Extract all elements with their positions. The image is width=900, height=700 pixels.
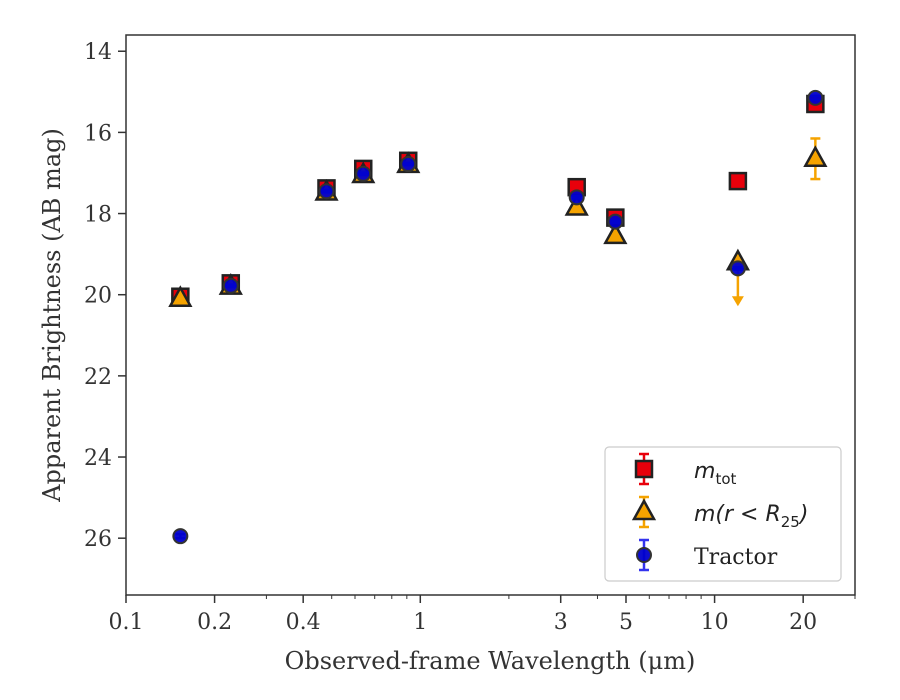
data-point xyxy=(603,222,628,245)
y-tick-label: 14 xyxy=(84,40,112,65)
data-point xyxy=(318,183,335,200)
data-point xyxy=(729,260,746,277)
data-marks xyxy=(168,89,828,545)
upper-limit-arrowhead xyxy=(731,296,744,307)
x-tick-label: 0.1 xyxy=(109,610,144,635)
data-point xyxy=(400,156,417,173)
y-tick-label: 24 xyxy=(84,446,112,471)
x-tick-label: 20 xyxy=(789,610,817,635)
x-tick-label: 10 xyxy=(701,610,729,635)
data-point xyxy=(807,89,824,106)
legend-marker xyxy=(634,459,654,479)
x-tick-label: 0.2 xyxy=(197,610,232,635)
legend-marker xyxy=(631,498,657,521)
data-point xyxy=(607,213,624,230)
data-point xyxy=(564,193,589,216)
x-tick-label: 5 xyxy=(619,610,633,635)
data-point xyxy=(172,528,189,545)
data-point xyxy=(568,189,585,206)
data-point xyxy=(728,171,748,191)
y-tick-label: 20 xyxy=(84,284,112,309)
x-axis-label: Observed-frame Wavelength (μm) xyxy=(285,647,696,675)
y-axis-label: Apparent Brightness (AB mag) xyxy=(38,128,66,503)
legend-box xyxy=(604,446,842,582)
x-tick-label: 0.4 xyxy=(286,610,321,635)
y-tick-label: 16 xyxy=(84,121,112,146)
axis-ticks: 0.1 0.2 0.4 1 3 5 10 20 14 16 18 20 22 24 26 xyxy=(84,40,856,635)
y-tick-label: 26 xyxy=(84,527,112,552)
data-point xyxy=(803,145,828,168)
legend-marker xyxy=(636,547,652,563)
data-point xyxy=(168,285,193,308)
legend-label: m(r < R25) xyxy=(694,502,808,531)
series-circle xyxy=(172,89,824,545)
y-tick-label: 22 xyxy=(84,365,112,390)
y-tick-label: 18 xyxy=(84,203,112,228)
legend-label: Tractor xyxy=(694,545,778,570)
data-point xyxy=(222,277,239,294)
legend-label: mtot xyxy=(694,459,736,488)
x-tick-label: 3 xyxy=(554,610,568,635)
x-tick-label: 1 xyxy=(413,610,427,635)
data-point xyxy=(355,165,372,182)
legend: mtot m(r < R25) Tractor xyxy=(604,446,842,582)
